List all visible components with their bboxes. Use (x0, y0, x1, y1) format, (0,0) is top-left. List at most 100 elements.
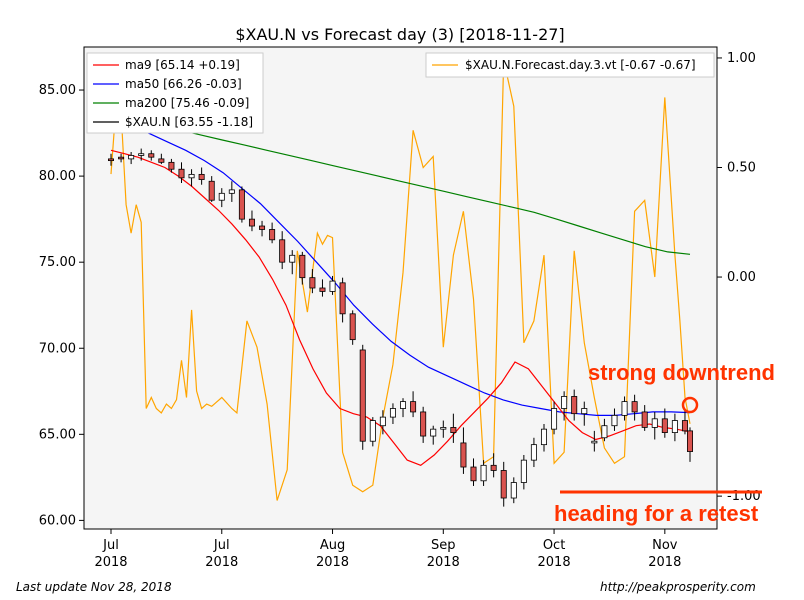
candle-body (581, 408, 588, 415)
price-candles (108, 148, 694, 507)
candle-body (198, 173, 205, 180)
ma9-series (110, 149, 691, 466)
candle-body (188, 173, 195, 179)
legend-label-ma9: ma9 [65.14 +0.19] (125, 58, 240, 72)
candle-body (631, 401, 638, 413)
candle-body (671, 420, 678, 433)
x-tick-year: 2018 (538, 555, 571, 570)
candle-body (138, 153, 145, 156)
candle-body (339, 282, 346, 315)
ma200-line (110, 113, 691, 255)
candle-body (480, 464, 487, 482)
candle-body (248, 218, 255, 227)
ma200-series (110, 113, 691, 255)
x-tick-year: 2018 (205, 555, 238, 570)
candle-body (208, 180, 215, 201)
left-tick-label: 85.00 (39, 83, 76, 98)
x-tick-year: 2018 (94, 555, 127, 570)
left-tick-label: 80.00 (39, 169, 76, 184)
candle-body (551, 408, 558, 430)
left-axis: 60.00 65.00 70.00 75.00 80.00 85.00 (39, 83, 84, 528)
candle-body (400, 401, 407, 409)
candle-body (369, 420, 376, 442)
candle-body (178, 168, 185, 179)
candle-body (611, 414, 618, 427)
candle-body (289, 254, 296, 263)
ma50-series (110, 115, 691, 416)
chart-title: $XAU.N vs Forecast day (3) [2018-11-27] (235, 25, 564, 44)
right-tick-label: 1.00 (727, 51, 756, 66)
legend-label-ma200: ma200 [75.46 -0.09] (125, 96, 249, 110)
annotation-heading-retest: heading for a retest (554, 501, 759, 526)
ma9-line (110, 149, 691, 466)
x-tick-month: Sep (431, 538, 456, 553)
candle-body (128, 155, 135, 160)
candle-body (601, 425, 608, 439)
candle-body (500, 470, 507, 499)
candle-body (460, 442, 467, 468)
legend-left-box (86, 52, 264, 134)
candle-body (520, 459, 527, 483)
candle-body (168, 161, 175, 170)
right-tick-label: 0.50 (727, 161, 756, 176)
candle-body (108, 158, 115, 162)
candle-body (681, 420, 688, 432)
left-tick-label: 65.00 (39, 427, 76, 442)
candle-body (118, 156, 125, 160)
candle-body (218, 192, 225, 201)
candle-body (530, 444, 537, 461)
candle-body (269, 229, 276, 241)
legend-label-forecast: $XAU.N.Forecast.day.3.vt [-0.67 -0.67] (465, 58, 696, 72)
candle-body (279, 239, 286, 263)
footer-last-update: Last update Nov 28, 2018 (16, 580, 172, 594)
candle-body (319, 287, 326, 292)
left-tick-label: 75.00 (39, 255, 76, 270)
candle-body (661, 418, 668, 434)
candle-body (299, 254, 306, 279)
candle-body (641, 411, 648, 428)
candle-body (228, 189, 235, 194)
candle-body (420, 411, 427, 437)
candle-body (571, 396, 578, 415)
x-tick-month: Jul (102, 538, 119, 553)
candle-body (329, 280, 336, 292)
candle-body (440, 427, 447, 430)
left-tick-label: 70.00 (39, 341, 76, 356)
candle-body (158, 158, 165, 163)
legend-label-xau: $XAU.N [63.55 -1.18] (125, 115, 253, 129)
x-tick-year: 2018 (316, 555, 349, 570)
footer-source: http://peakprosperity.com (600, 580, 756, 594)
legend-right-box (425, 52, 715, 78)
candle-body (148, 153, 155, 158)
legend-right: $XAU.N.Forecast.day.3.vt [-0.67 -0.67] (425, 52, 715, 78)
forecast-series (110, 59, 691, 501)
candle-body (359, 349, 366, 442)
candle-body (510, 482, 517, 499)
candle-body (410, 401, 417, 413)
x-tick-month: Jul (213, 538, 230, 553)
candle-body (238, 189, 245, 220)
candle-body (490, 464, 497, 471)
candle-body (389, 408, 396, 418)
legend-label-ma50: ma50 [66.26 -0.03] (125, 77, 242, 91)
legend-left: ma9 [65.14 +0.19] ma50 [66.26 -0.03] ma2… (86, 52, 264, 134)
candle-body (430, 428, 437, 437)
right-axis: -1.000.000.501.00 (717, 51, 761, 504)
x-axis: Jul 2018 Jul 2018 Aug 2018 Sep 2018 Oct 2018 Nov 20… (94, 529, 681, 570)
ma50-line (110, 115, 691, 416)
x-tick-month: Aug (320, 538, 345, 553)
candle-body (621, 401, 628, 416)
x-tick-year: 2018 (648, 555, 681, 570)
x-tick-month: Nov (652, 538, 678, 553)
annotation-circle-marker (681, 396, 699, 414)
x-tick-year: 2018 (427, 555, 460, 570)
x-tick-month: Oct (543, 538, 565, 553)
candle-body (591, 440, 598, 444)
candle-body (450, 427, 457, 433)
annotation-strong-downtrend: strong downtrend (588, 360, 775, 385)
left-tick-label: 60.00 (39, 513, 76, 528)
candle-body (259, 225, 266, 230)
annotations: strong downtrend heading for a retest (554, 360, 775, 526)
candle-body (470, 466, 477, 482)
